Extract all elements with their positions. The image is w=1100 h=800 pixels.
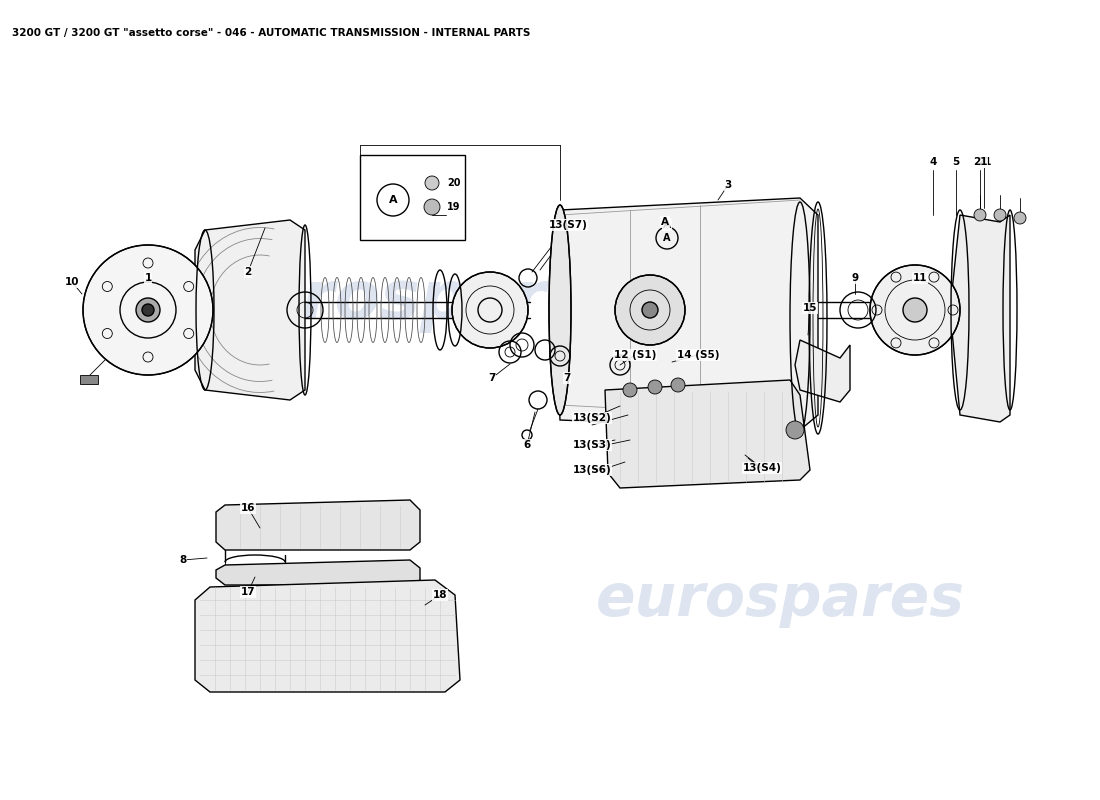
Bar — [80, 375, 98, 384]
Text: A: A — [388, 195, 397, 205]
Bar — [360, 155, 465, 240]
Text: 7: 7 — [488, 373, 496, 383]
Text: 7: 7 — [563, 373, 571, 383]
Text: A: A — [663, 220, 671, 230]
Text: 13(S6): 13(S6) — [573, 465, 612, 475]
Text: 14 (S5): 14 (S5) — [676, 350, 719, 360]
Text: 8: 8 — [179, 555, 187, 565]
Circle shape — [82, 245, 213, 375]
Text: A: A — [663, 233, 671, 243]
Text: 2: 2 — [244, 267, 252, 277]
Polygon shape — [556, 198, 818, 430]
Text: eurospares: eurospares — [595, 571, 965, 629]
Circle shape — [424, 199, 440, 215]
Circle shape — [903, 298, 927, 322]
Circle shape — [994, 209, 1006, 221]
Polygon shape — [605, 380, 810, 488]
Text: 1: 1 — [144, 273, 152, 283]
Text: 6: 6 — [524, 440, 530, 450]
Circle shape — [623, 383, 637, 397]
Text: 13(S2): 13(S2) — [573, 413, 612, 423]
Ellipse shape — [549, 205, 571, 415]
Circle shape — [642, 302, 658, 318]
Text: 13(S7): 13(S7) — [549, 220, 587, 230]
Circle shape — [786, 421, 804, 439]
Text: 13(S4): 13(S4) — [742, 463, 781, 473]
Text: 12 (S1): 12 (S1) — [614, 350, 657, 360]
Text: 4: 4 — [930, 157, 937, 167]
Circle shape — [870, 265, 960, 355]
Text: 21: 21 — [977, 157, 991, 167]
Text: 10: 10 — [65, 277, 79, 287]
Circle shape — [136, 298, 160, 322]
Circle shape — [425, 176, 439, 190]
Circle shape — [1014, 212, 1026, 224]
Text: 20: 20 — [447, 178, 461, 188]
Text: 17: 17 — [241, 587, 255, 597]
Polygon shape — [195, 220, 305, 400]
Text: 9: 9 — [851, 273, 859, 283]
Text: 16: 16 — [241, 503, 255, 513]
Text: 3: 3 — [725, 180, 732, 190]
Text: 21: 21 — [972, 157, 988, 167]
Text: 19: 19 — [447, 202, 461, 212]
Polygon shape — [216, 500, 420, 550]
Circle shape — [142, 304, 154, 316]
Circle shape — [452, 272, 528, 348]
Polygon shape — [795, 340, 850, 402]
Text: 15: 15 — [803, 303, 817, 313]
Text: 13(S3): 13(S3) — [573, 440, 612, 450]
Circle shape — [671, 378, 685, 392]
Polygon shape — [950, 215, 1010, 422]
Text: 18: 18 — [432, 590, 448, 600]
Circle shape — [974, 209, 986, 221]
Text: 5: 5 — [953, 157, 959, 167]
Circle shape — [648, 380, 662, 394]
Polygon shape — [216, 560, 420, 585]
Circle shape — [615, 275, 685, 345]
Text: eurospares: eurospares — [209, 267, 630, 333]
Text: 11: 11 — [913, 273, 927, 283]
Polygon shape — [195, 580, 460, 692]
Text: A: A — [661, 217, 669, 227]
Text: 3200 GT / 3200 GT "assetto corse" - 046 - AUTOMATIC TRANSMISSION - INTERNAL PART: 3200 GT / 3200 GT "assetto corse" - 046 … — [12, 28, 530, 38]
